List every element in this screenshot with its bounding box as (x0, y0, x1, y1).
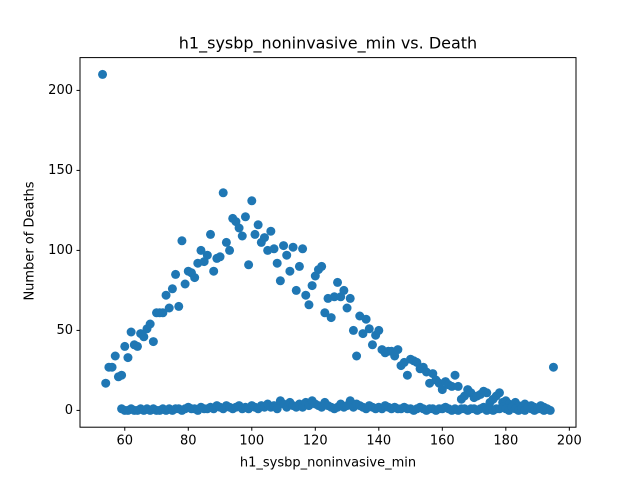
point (158, 308, 168, 318)
point (196, 245, 206, 255)
point (123, 353, 133, 363)
chart-title: h1_sysbp_noninvasive_min vs. Death (179, 34, 477, 54)
point (139, 332, 149, 342)
point (393, 345, 403, 355)
point (307, 281, 317, 291)
x-tick-label: 120 (303, 434, 328, 449)
point (244, 260, 254, 270)
point (202, 250, 212, 260)
point (110, 351, 120, 361)
point (275, 276, 285, 286)
point (548, 362, 558, 372)
point (234, 223, 244, 233)
point (120, 341, 130, 351)
point (164, 303, 174, 313)
point (364, 324, 374, 334)
point (294, 261, 304, 271)
x-axis-label: h1_sysbp_noninvasive_min (240, 456, 416, 471)
point (352, 351, 362, 361)
point (482, 388, 492, 398)
point (117, 370, 127, 380)
point (494, 388, 504, 398)
point (291, 285, 301, 295)
point (339, 285, 349, 295)
point (288, 242, 298, 252)
point (269, 244, 279, 254)
point (402, 370, 412, 380)
point (101, 378, 111, 388)
point (361, 314, 371, 324)
y-tick-label: 200 (48, 83, 73, 98)
point (304, 300, 314, 310)
point (171, 269, 181, 279)
point (259, 233, 269, 243)
point (282, 250, 292, 260)
point (320, 308, 330, 318)
point (298, 244, 308, 254)
point (345, 293, 355, 303)
point (98, 69, 108, 79)
point (126, 327, 136, 337)
point (358, 329, 368, 339)
point (190, 273, 200, 283)
point (329, 292, 339, 302)
point (218, 188, 228, 198)
y-axis-label: Number of Deaths (23, 181, 38, 300)
point (215, 252, 225, 262)
point (326, 313, 336, 323)
point (272, 258, 282, 268)
point (367, 340, 377, 350)
y-tick-label: 0 (65, 403, 73, 418)
point (247, 196, 257, 206)
point (342, 303, 352, 313)
point (167, 284, 177, 294)
x-tick-label: 140 (366, 434, 391, 449)
point (174, 301, 184, 311)
point (253, 220, 263, 230)
axes-frame (79, 57, 577, 428)
y-tick-label: 100 (48, 243, 73, 258)
point (450, 370, 460, 380)
plot-area (98, 69, 558, 415)
x-tick-label: 80 (180, 434, 197, 449)
point (279, 241, 289, 251)
point (107, 362, 117, 372)
point (148, 337, 158, 347)
point (317, 261, 327, 271)
point (437, 385, 447, 395)
point (266, 226, 276, 236)
point (272, 404, 282, 414)
point (301, 290, 311, 300)
x-tick-label: 160 (430, 434, 455, 449)
point (206, 229, 216, 239)
point (209, 266, 219, 276)
point (180, 279, 190, 289)
point (221, 237, 231, 247)
point (237, 231, 247, 241)
point (348, 325, 358, 335)
x-tick-label: 60 (116, 434, 133, 449)
point (250, 229, 260, 239)
point (132, 341, 142, 351)
point (225, 245, 235, 255)
point (453, 381, 463, 391)
x-tick-label: 100 (239, 434, 264, 449)
point (447, 381, 457, 391)
y-tick-label: 150 (48, 163, 73, 178)
y-tick-label: 50 (56, 323, 73, 338)
x-tick-label: 200 (557, 434, 582, 449)
point (145, 319, 155, 329)
point (240, 212, 250, 222)
point (333, 277, 343, 287)
x-tick-label: 180 (493, 434, 518, 449)
point (161, 290, 171, 300)
point (177, 236, 187, 246)
point (545, 405, 555, 415)
point (374, 325, 384, 335)
point (285, 266, 295, 276)
